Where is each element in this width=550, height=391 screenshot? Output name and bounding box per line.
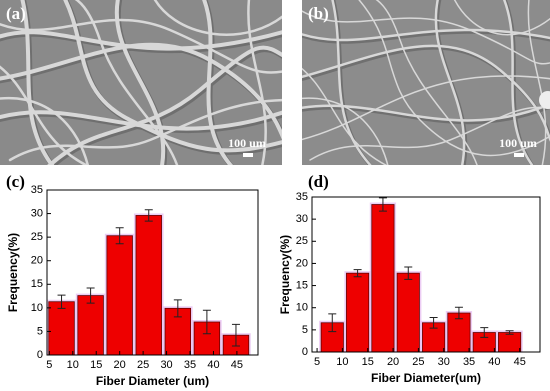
bar — [346, 272, 370, 353]
error-bar — [57, 294, 66, 309]
scale-bar-label: 100 um — [499, 136, 537, 150]
y-tick-label: 30 — [31, 207, 43, 219]
sem-image-b — [302, 0, 550, 165]
bar — [498, 332, 522, 353]
x-axis-label: Fiber Diameter(um) — [371, 371, 481, 385]
error-bar — [378, 197, 387, 212]
y-axis-label: Frequency(%) — [6, 233, 20, 312]
error-bar — [454, 306, 463, 320]
x-tick-label: 20 — [114, 359, 126, 371]
x-tick-label: 15 — [90, 359, 102, 371]
x-tick-label: 35 — [463, 356, 475, 368]
y-tick-label: 20 — [31, 255, 43, 267]
y-tick-label: 25 — [31, 231, 43, 243]
panel-label: (a) — [6, 4, 26, 23]
error-bar — [505, 330, 514, 335]
x-tick-label: 10 — [67, 359, 79, 371]
x-tick-label: 25 — [412, 356, 424, 368]
bar — [77, 295, 104, 356]
y-tick-label: 5 — [302, 324, 308, 336]
y-tick-label: 15 — [31, 278, 43, 290]
panel-label: (d) — [308, 172, 329, 191]
bar — [106, 235, 133, 356]
error-bar — [429, 316, 438, 329]
x-tick-label: 15 — [362, 356, 374, 368]
panel-label: (c) — [6, 172, 25, 191]
error-bar — [202, 309, 211, 335]
plot-frame — [46, 189, 259, 356]
error-bar — [353, 269, 362, 278]
error-bar — [480, 327, 489, 338]
y-tick-label: 0 — [37, 349, 43, 361]
plot-frame — [311, 196, 541, 353]
y-tick-label: 35 — [296, 191, 308, 203]
scale-bar — [514, 153, 524, 157]
error-bar — [404, 266, 413, 280]
x-tick-label: 40 — [488, 356, 500, 368]
x-tick-label: 30 — [160, 359, 172, 371]
y-tick-label: 5 — [37, 325, 43, 337]
error-bar — [115, 227, 124, 245]
x-tick-label: 40 — [207, 359, 219, 371]
y-tick-label: 15 — [296, 279, 308, 291]
error-bar — [86, 287, 95, 304]
bar — [48, 301, 75, 356]
y-tick-label: 20 — [296, 257, 308, 269]
error-bar — [328, 313, 337, 333]
x-tick-label: 30 — [438, 356, 450, 368]
x-tick-label: 10 — [336, 356, 348, 368]
scale-bar-label: 100 um — [228, 136, 266, 150]
x-tick-label: 25 — [137, 359, 149, 371]
x-tick-label: 45 — [514, 356, 526, 368]
error-bar — [231, 323, 240, 347]
x-tick-label: 45 — [231, 359, 243, 371]
x-tick-label: 5 — [46, 359, 52, 371]
y-tick-label: 35 — [31, 184, 43, 196]
bar — [396, 272, 420, 353]
x-tick-label: 35 — [184, 359, 196, 371]
y-axis-label: Frequency(%) — [278, 235, 292, 314]
scale-bar — [243, 153, 253, 157]
bar — [371, 204, 395, 353]
error-bar — [173, 299, 182, 318]
y-tick-label: 0 — [302, 346, 308, 358]
error-bar — [144, 209, 153, 222]
y-tick-label: 10 — [31, 302, 43, 314]
y-tick-label: 10 — [296, 302, 308, 314]
panel-label: (b) — [308, 4, 329, 23]
bar — [135, 215, 162, 356]
y-tick-label: 30 — [296, 213, 308, 225]
x-axis-label: Fiber Diameter (um) — [96, 374, 209, 388]
y-tick-label: 25 — [296, 235, 308, 247]
x-tick-label: 20 — [387, 356, 399, 368]
sem-image-a — [0, 0, 282, 165]
x-tick-label: 5 — [314, 356, 320, 368]
